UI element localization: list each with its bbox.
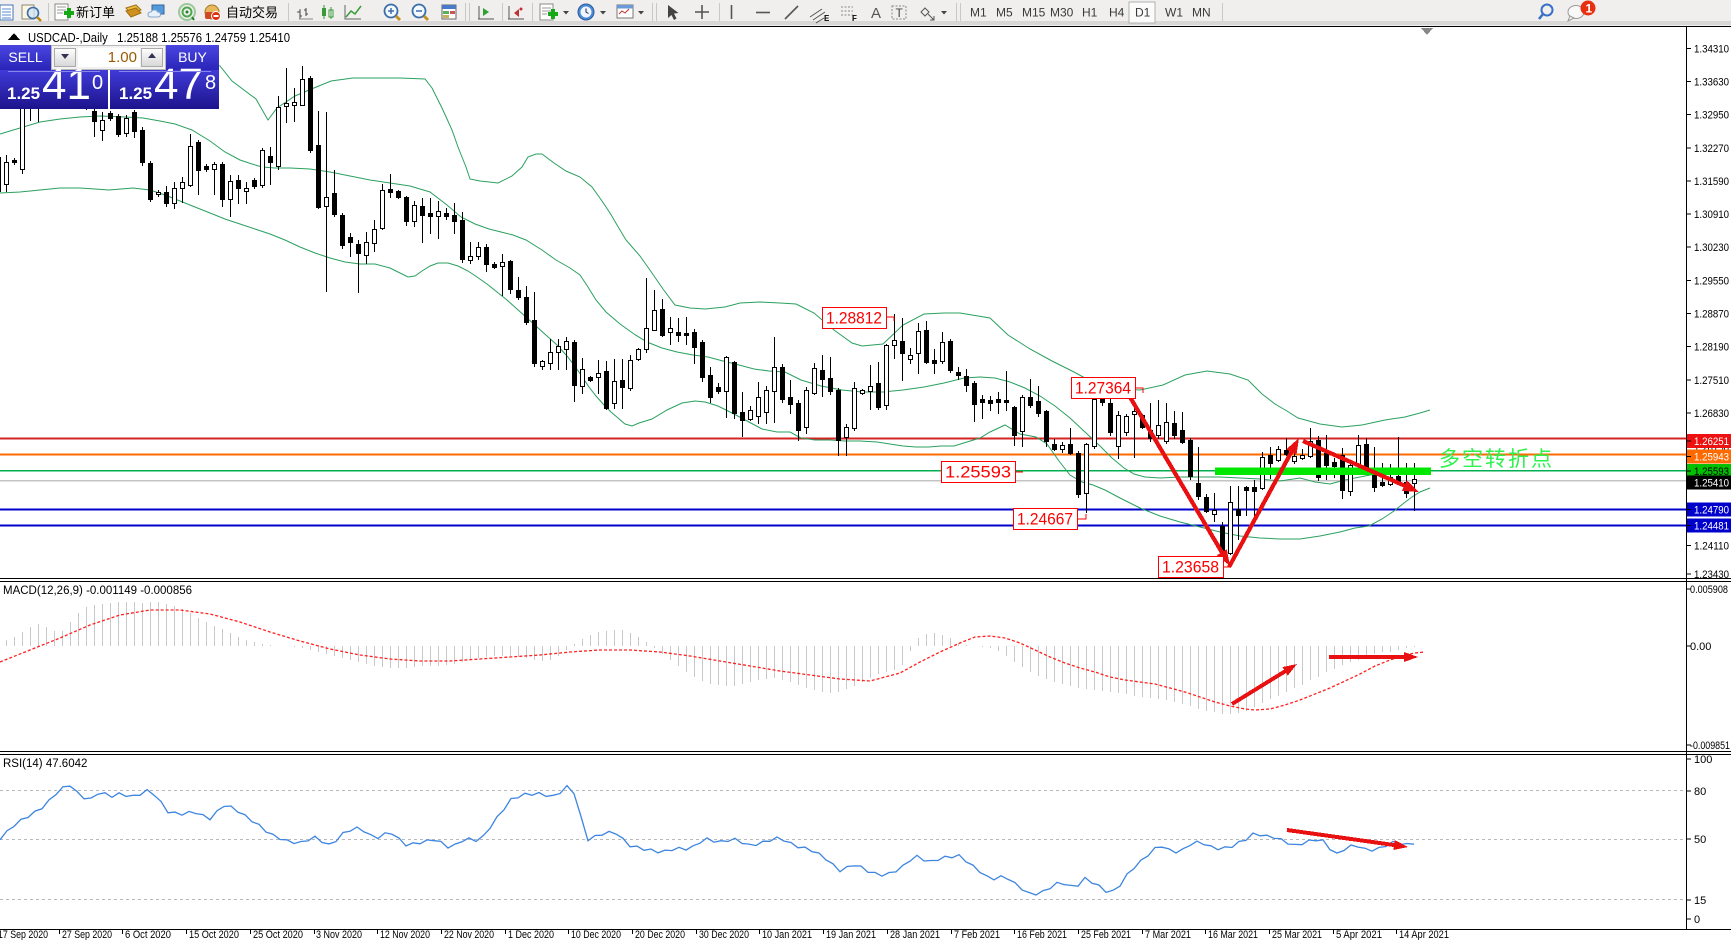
svg-text:30 Dec 2020: 30 Dec 2020 — [699, 929, 749, 940]
svg-text:D1: D1 — [1135, 6, 1151, 20]
svg-text:M5: M5 — [996, 6, 1013, 20]
svg-text:M30: M30 — [1050, 6, 1074, 20]
svg-text:新订单: 新订单 — [76, 5, 115, 20]
svg-text:M15: M15 — [1022, 6, 1046, 20]
svg-text:1.29550: 1.29550 — [1694, 275, 1729, 287]
svg-text:15 Oct 2020: 15 Oct 2020 — [189, 929, 239, 940]
svg-text:E: E — [824, 14, 830, 23]
svg-text:6 Oct 2020: 6 Oct 2020 — [125, 929, 171, 940]
svg-text:1.24481: 1.24481 — [1694, 521, 1729, 533]
svg-text:USDCAD-,Daily 1.25188 1.2557: USDCAD-,Daily 1.25188 1.25576 1.24759 1.… — [28, 31, 290, 45]
svg-text:1.24667: 1.24667 — [1017, 510, 1073, 529]
svg-text:1.28190: 1.28190 — [1694, 342, 1729, 354]
svg-text:H4: H4 — [1109, 6, 1125, 20]
svg-text:W1: W1 — [1165, 6, 1183, 20]
svg-text:1.25593: 1.25593 — [1694, 466, 1729, 478]
svg-text:17 Sep 2020: 17 Sep 2020 — [0, 929, 48, 940]
svg-text:3 Nov 2020: 3 Nov 2020 — [316, 929, 362, 940]
svg-text:5 Apr 2021: 5 Apr 2021 — [1336, 929, 1382, 940]
svg-text:25 Mar 2021: 25 Mar 2021 — [1272, 929, 1322, 940]
svg-text:0.005908: 0.005908 — [1690, 584, 1728, 596]
svg-text:T: T — [896, 6, 904, 20]
svg-text:H1: H1 — [1082, 6, 1098, 20]
svg-text:12 Nov 2020: 12 Nov 2020 — [380, 929, 430, 940]
svg-text:1.25593: 1.25593 — [945, 463, 1011, 482]
svg-text:19 Jan 2021: 19 Jan 2021 — [826, 929, 876, 940]
svg-text:RSI(14) 47.6042: RSI(14) 47.6042 — [3, 758, 87, 770]
svg-text:自动交易: 自动交易 — [226, 5, 278, 20]
svg-text:1.27364: 1.27364 — [1075, 379, 1131, 398]
svg-text:0.00: 0.00 — [1690, 641, 1711, 653]
svg-text:多空转折点: 多空转折点 — [1439, 448, 1554, 471]
svg-text:1.23430: 1.23430 — [1694, 569, 1729, 581]
svg-text:1.26251: 1.26251 — [1694, 436, 1729, 448]
svg-text:1.32270: 1.32270 — [1694, 143, 1729, 155]
svg-text:MACD(12,26,9) -0.001149 -0.000: MACD(12,26,9) -0.001149 -0.000856 — [3, 585, 192, 597]
svg-text:16 Feb 2021: 16 Feb 2021 — [1017, 929, 1067, 940]
svg-text:1.23658: 1.23658 — [1162, 558, 1219, 577]
svg-text:16 Mar 2021: 16 Mar 2021 — [1208, 929, 1258, 940]
svg-text:1: 1 — [1586, 2, 1593, 16]
svg-text:1.31590: 1.31590 — [1694, 176, 1729, 188]
svg-text:7 Mar 2021: 7 Mar 2021 — [1145, 929, 1191, 940]
svg-text:-0.009851: -0.009851 — [1690, 740, 1730, 752]
svg-text:22 Nov 2020: 22 Nov 2020 — [444, 929, 494, 940]
svg-text:MN: MN — [1192, 6, 1211, 20]
svg-text:1.28812: 1.28812 — [826, 309, 882, 328]
svg-text:100: 100 — [1694, 754, 1712, 766]
svg-text:1.26830: 1.26830 — [1694, 408, 1729, 420]
svg-text:25 Feb 2021: 25 Feb 2021 — [1081, 929, 1131, 940]
svg-text:1.25943: 1.25943 — [1694, 451, 1729, 463]
svg-text:M1: M1 — [970, 6, 987, 20]
svg-text:25 Oct 2020: 25 Oct 2020 — [253, 929, 303, 940]
svg-text:80: 80 — [1694, 786, 1706, 798]
svg-text:14 Apr 2021: 14 Apr 2021 — [1399, 929, 1449, 940]
svg-text:28 Jan 2021: 28 Jan 2021 — [890, 929, 940, 940]
svg-text:1.30230: 1.30230 — [1694, 242, 1729, 254]
svg-text:7 Feb 2021: 7 Feb 2021 — [954, 929, 1000, 940]
svg-text:0: 0 — [1694, 914, 1700, 926]
svg-text:1.33630: 1.33630 — [1694, 76, 1729, 88]
svg-text:1.30910: 1.30910 — [1694, 209, 1729, 221]
svg-text:10 Dec 2020: 10 Dec 2020 — [571, 929, 621, 940]
svg-text:1.28870: 1.28870 — [1694, 309, 1729, 321]
svg-text:10 Jan 2021: 10 Jan 2021 — [762, 929, 812, 940]
svg-text:A: A — [871, 5, 881, 22]
svg-text:1.32950: 1.32950 — [1694, 110, 1729, 122]
svg-text:1.34310: 1.34310 — [1694, 43, 1729, 55]
svg-text:50: 50 — [1694, 834, 1706, 846]
svg-text:1 Dec 2020: 1 Dec 2020 — [508, 929, 554, 940]
svg-text:1.24790: 1.24790 — [1694, 505, 1729, 517]
svg-text:1.25410: 1.25410 — [1694, 477, 1729, 489]
svg-text:15: 15 — [1694, 895, 1706, 907]
svg-text:27 Sep 2020: 27 Sep 2020 — [62, 929, 112, 940]
svg-text:1.27510: 1.27510 — [1694, 375, 1729, 387]
svg-text:1.24110: 1.24110 — [1694, 540, 1729, 552]
svg-text:20 Dec 2020: 20 Dec 2020 — [635, 929, 685, 940]
svg-text:F: F — [852, 14, 857, 23]
